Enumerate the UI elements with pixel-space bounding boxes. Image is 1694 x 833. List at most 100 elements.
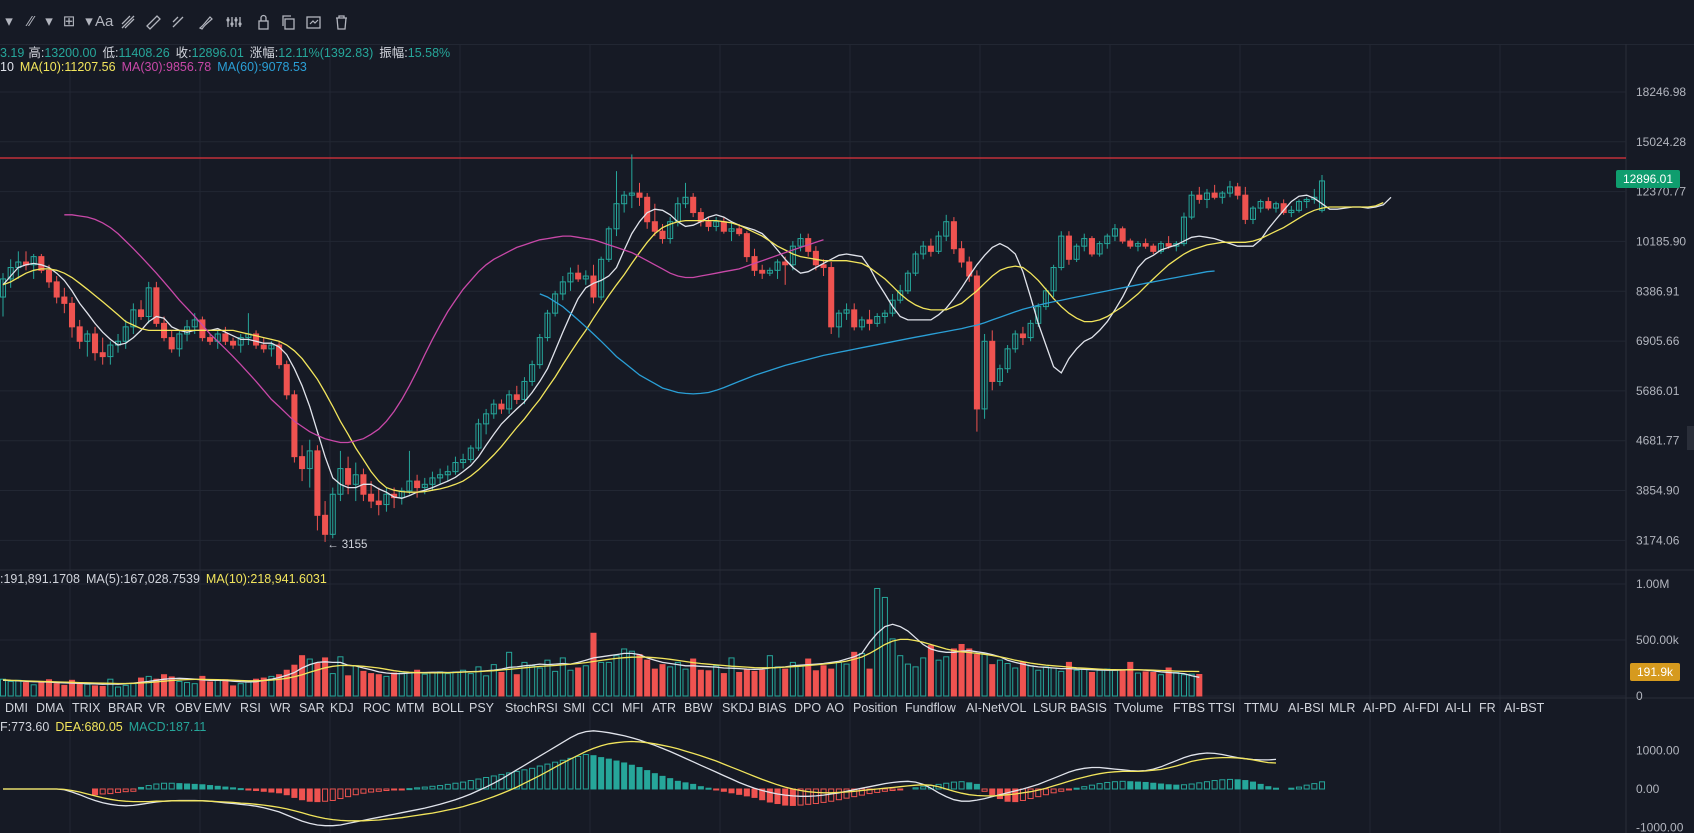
indicator-tab[interactable]: Position: [853, 701, 898, 715]
price-axis-label: 6905.66: [1636, 334, 1680, 348]
indicator-tab[interactable]: Fundflow: [905, 701, 956, 715]
ohlc-legend: 3.19 高:13200.00 低:11408.26 收:12896.01 涨幅:12.…: [0, 42, 456, 61]
brush-icon[interactable]: [198, 10, 216, 34]
text-tool-button[interactable]: Aa: [95, 13, 114, 30]
indicator-tab[interactable]: VR: [148, 701, 166, 715]
indicator-tab[interactable]: StochRSI: [505, 701, 558, 715]
indicator-tab[interactable]: TVolume: [1114, 701, 1164, 715]
indicator-tab[interactable]: AI-BSI: [1288, 701, 1325, 715]
candle-body: [774, 261, 781, 271]
macd-histogram-bar: [544, 763, 551, 790]
indicator-tab[interactable]: SMI: [563, 701, 586, 715]
indicator-tab[interactable]: CCI: [592, 701, 614, 715]
indicator-settings-icon[interactable]: [225, 10, 243, 34]
volume-bar: [230, 685, 237, 697]
candle-body: [1303, 198, 1310, 203]
indicator-tab[interactable]: MFI: [622, 701, 644, 715]
indicator-tab[interactable]: ATR: [652, 701, 677, 715]
macd-histogram-bar: [475, 778, 482, 790]
candle-body: [812, 250, 819, 266]
indicator-tab[interactable]: WR: [270, 701, 291, 715]
macd-histogram-bar: [1180, 784, 1187, 790]
candle-body: [299, 456, 306, 470]
trash-icon[interactable]: [333, 10, 351, 34]
indicator-tab[interactable]: BIAS: [758, 701, 787, 715]
candle-body: [38, 256, 45, 271]
candle-body: [621, 194, 628, 205]
candle-body: [130, 309, 137, 328]
chevron-down-icon[interactable]: ▾: [85, 13, 93, 30]
macd-histogram-bar: [644, 770, 651, 790]
macd-histogram-bar: [1165, 784, 1172, 790]
indicator-tab[interactable]: BRAR: [108, 701, 143, 715]
measure-icon[interactable]: [170, 10, 188, 34]
indicator-tab[interactable]: FR: [1479, 701, 1496, 715]
indicator-tab[interactable]: TTMU: [1244, 701, 1279, 715]
chart-area[interactable]: 18246.98 15024.28 12370.77 10185.90 8386.91 6…: [0, 44, 1694, 833]
volume-ma10-line: [2, 638, 1200, 685]
indicator-tab[interactable]: DPO: [794, 701, 822, 715]
indicator-tab[interactable]: AI-NetVOL: [966, 701, 1027, 715]
candle-body: [145, 287, 152, 318]
macd-histogram-bar: [628, 764, 635, 790]
indicator-tab[interactable]: DMI: [5, 701, 28, 715]
volume-bar: [881, 596, 888, 697]
indicator-tab[interactable]: FTBS: [1173, 701, 1205, 715]
volume-bar: [452, 671, 459, 697]
volume-bar: [1073, 669, 1080, 697]
chevron-down-icon[interactable]: ▾: [5, 13, 13, 30]
pattern-tool-icon[interactable]: [120, 10, 138, 34]
copy-icon[interactable]: [280, 10, 298, 34]
candle-body: [329, 493, 336, 535]
indicator-tab[interactable]: MTM: [396, 701, 425, 715]
indicator-tab[interactable]: RSI: [240, 701, 261, 715]
chevron-down-icon[interactable]: ▾: [45, 13, 53, 30]
volume-bar: [943, 656, 950, 697]
indicator-tab[interactable]: LSUR: [1033, 701, 1067, 715]
lock-icon[interactable]: [255, 10, 273, 34]
candle-body: [659, 230, 666, 240]
panel-collapse-handle[interactable]: [1687, 426, 1694, 450]
indicator-tab[interactable]: AO: [826, 701, 845, 715]
snapshot-icon[interactable]: [305, 10, 323, 34]
volume-bar: [567, 669, 574, 697]
candle-body: [306, 450, 313, 470]
indicator-tab[interactable]: BASIS: [1070, 701, 1107, 715]
indicator-tab[interactable]: TTSI: [1208, 701, 1236, 715]
indicator-tab[interactable]: TRIX: [72, 701, 101, 715]
macd-histogram-bar: [1096, 783, 1103, 790]
candle-body: [582, 275, 589, 280]
macd-histogram-bar: [260, 788, 267, 792]
macd-histogram-bar: [1303, 784, 1310, 790]
indicator-tab[interactable]: BOLL: [432, 701, 464, 715]
indicator-tab[interactable]: BBW: [684, 701, 713, 715]
candle-body: [559, 281, 566, 295]
indicator-tab[interactable]: DMA: [36, 701, 64, 715]
indicator-tab[interactable]: ROC: [363, 701, 391, 715]
indicator-tab[interactable]: AI-LI: [1445, 701, 1472, 715]
candle-body: [644, 196, 651, 223]
indicator-tab[interactable]: AI-PD: [1363, 701, 1397, 715]
volume-bar: [897, 655, 904, 697]
candle-body: [368, 493, 375, 502]
volume-bar: [153, 678, 160, 697]
volume-bar: [437, 671, 444, 697]
indicator-tab[interactable]: AI-BST: [1504, 701, 1545, 715]
macd-histogram-bar: [759, 788, 766, 801]
indicator-tab[interactable]: PSY: [469, 701, 495, 715]
indicator-tab[interactable]: AI-FDI: [1403, 701, 1440, 715]
crosshair-grid-icon[interactable]: ⊞: [62, 13, 76, 30]
indicator-tab[interactable]: SKDJ: [722, 701, 754, 715]
candle-body: [943, 221, 950, 237]
indicator-tab[interactable]: MLR: [1329, 701, 1356, 715]
ruler-icon[interactable]: [145, 10, 163, 34]
macd-histogram-bar: [1265, 786, 1272, 790]
candle-body: [490, 403, 497, 415]
indicator-tab[interactable]: EMV: [204, 701, 232, 715]
indicator-tab[interactable]: OBV: [175, 701, 202, 715]
macd-histogram-bar: [1127, 781, 1134, 790]
indicator-tab[interactable]: KDJ: [330, 701, 354, 715]
volume-bar: [0, 678, 7, 697]
indicator-tab[interactable]: SAR: [299, 701, 325, 715]
line-tool-icon[interactable]: ⁄⁄: [28, 13, 34, 30]
